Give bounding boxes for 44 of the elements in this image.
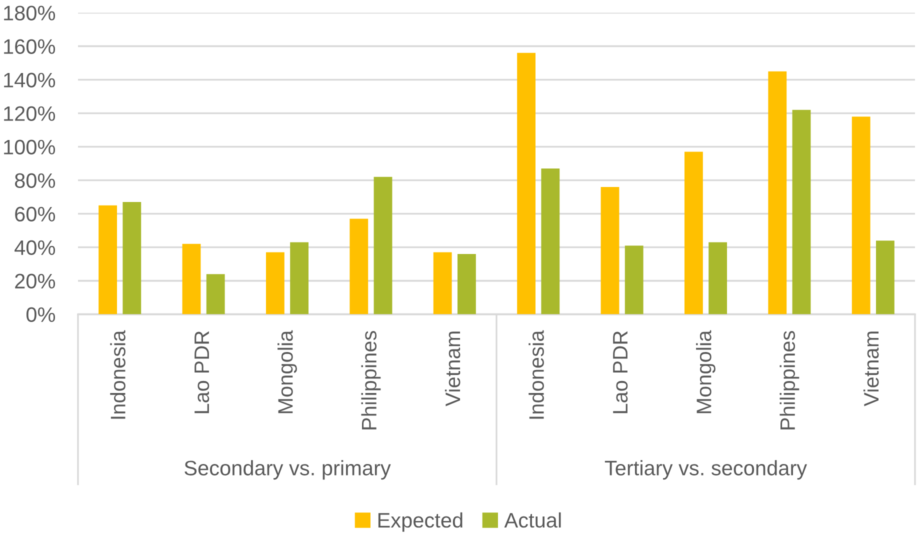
x-tick-label: Indonesia [110,330,126,419]
y-tick-label: 20% [15,274,56,289]
y-tick-label: 60% [15,206,56,222]
bar [374,176,392,314]
bar [517,52,536,314]
text: Secondary vs. primary [184,460,391,480]
y-tick-label: 140% [4,72,56,88]
x-tick-label: Vietnam [863,332,879,406]
x-tick-label: Vietnam [444,332,460,406]
y-tick-label: 80% [14,173,56,188]
bar [433,252,452,314]
bar [684,152,703,314]
bar [457,254,476,314]
bar [182,244,201,314]
x-tick-label: Philippines [361,331,381,430]
text: Tertiary vs. secondary [604,460,808,480]
x-tick-label: Lao PDR [613,331,628,414]
bar [624,246,644,314]
legend-label: Actual [504,512,561,528]
bar [266,252,284,314]
bar [98,205,118,314]
bar [350,218,368,314]
bar [541,168,560,314]
x-tick-label: Mongolia [278,330,297,414]
y-tick-label: 160% [4,39,56,54]
bar [122,202,142,314]
bar [876,240,894,314]
bar [708,242,728,314]
bar [852,116,870,314]
x-tick-label: Philippines [780,331,800,430]
x-tick-label: Lao PDR [194,331,210,414]
bar [290,242,309,314]
bar [792,110,811,314]
bar [206,274,225,314]
x-tick-label: Indonesia [528,330,544,419]
y-tick-label: 180% [4,6,56,20]
legend-label: Expected [378,512,462,532]
y-tick-label: 120% [4,106,56,121]
bar [600,186,620,314]
x-tick-label: Mongolia [696,330,716,414]
y-tick-label: 40% [14,240,56,256]
bar [768,71,787,314]
y-tick-label: 100% [4,140,56,154]
y-tick-label: 0% [26,307,56,322]
